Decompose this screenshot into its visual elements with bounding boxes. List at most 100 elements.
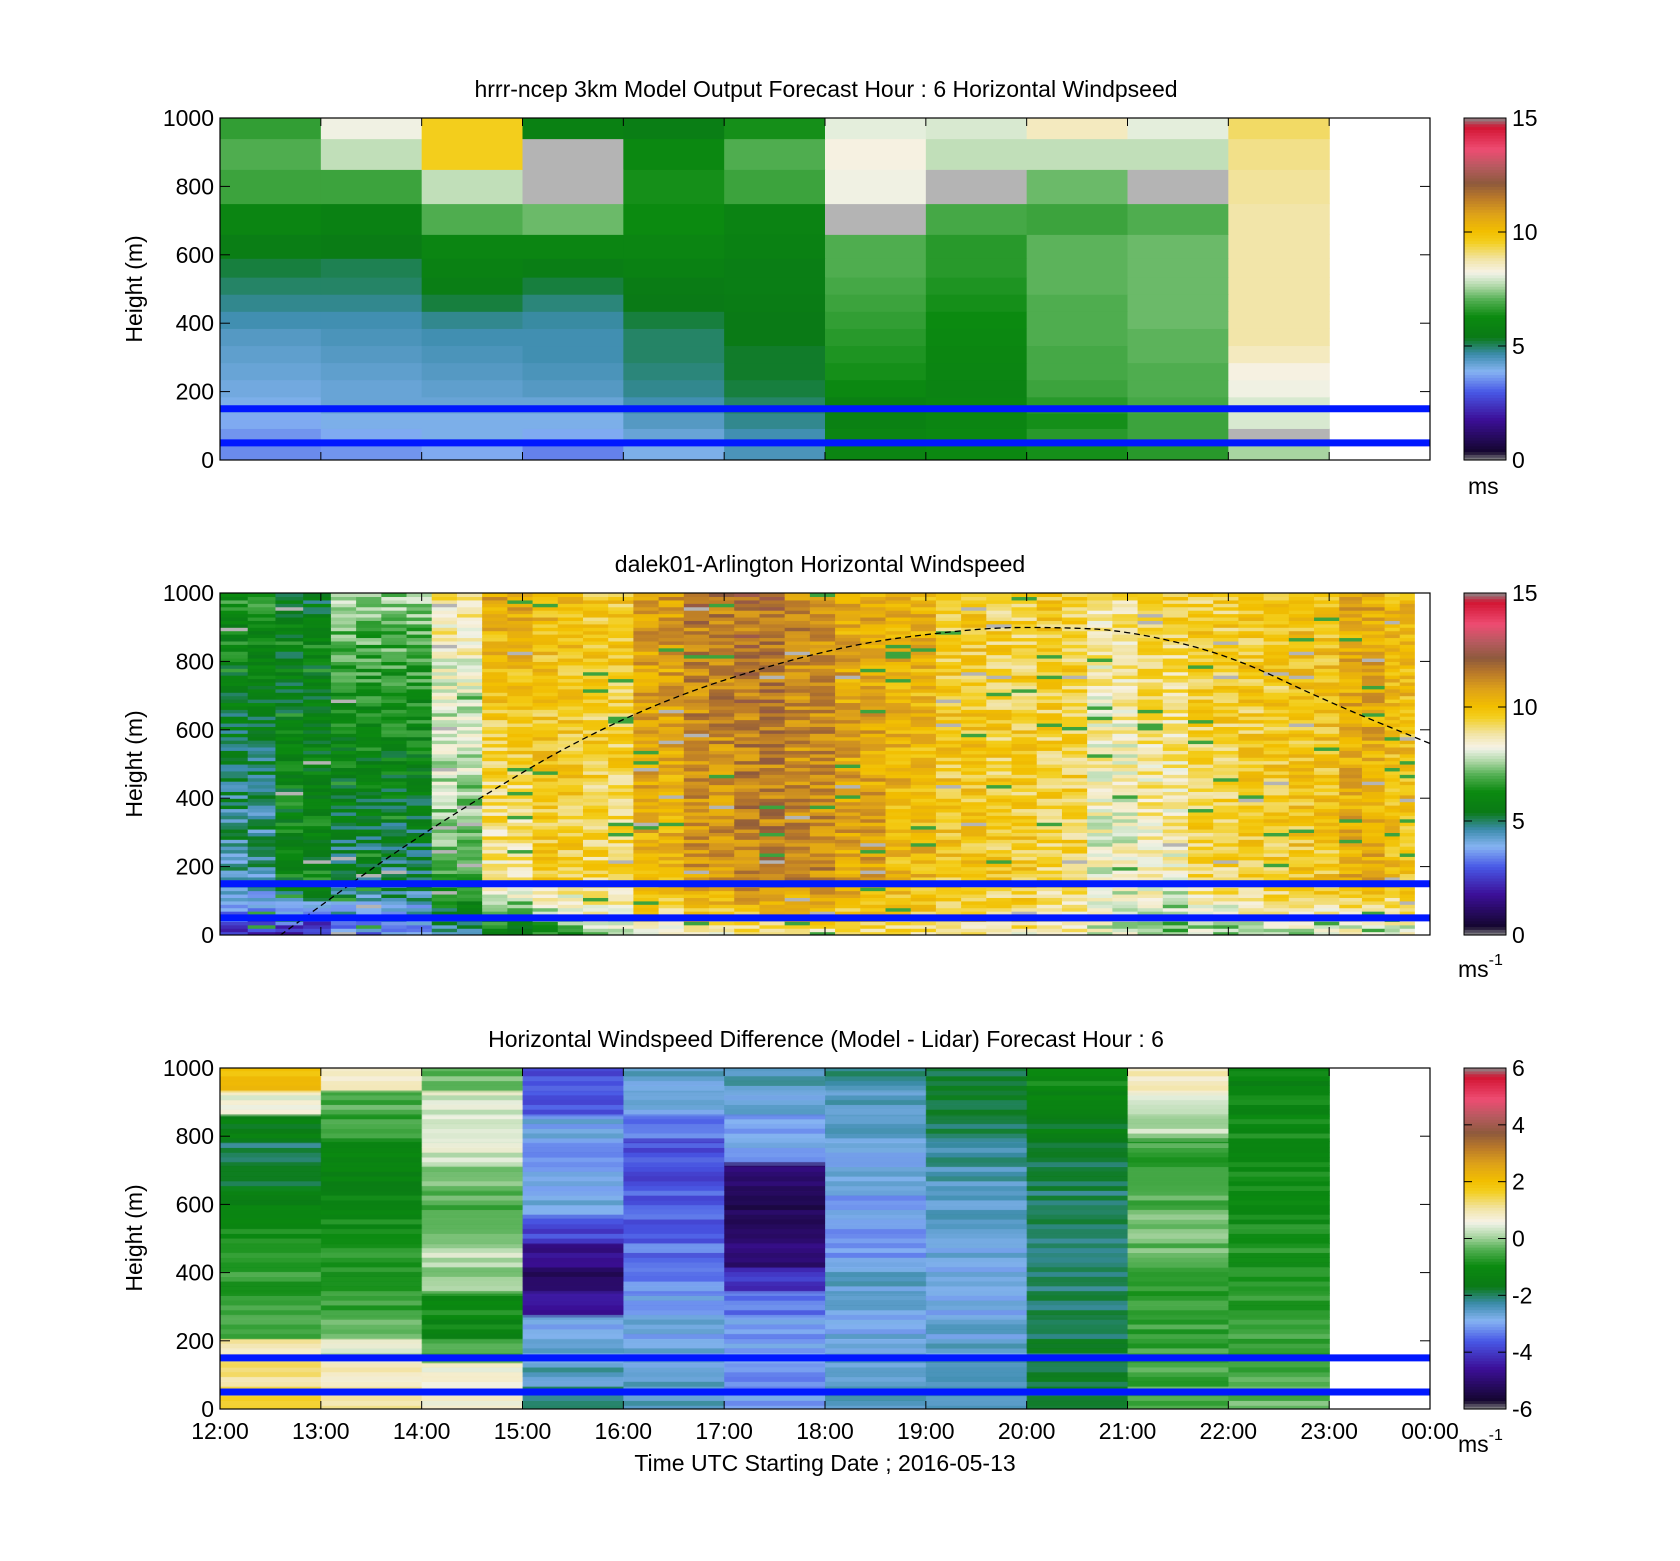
heatmap-cell xyxy=(1011,825,1038,830)
heatmap-cell xyxy=(910,620,937,625)
heatmap-cell xyxy=(1213,839,1240,844)
heatmap-cell xyxy=(532,668,559,673)
heatmap-cell xyxy=(583,832,609,837)
heatmap-cell xyxy=(303,808,332,813)
heatmap-cell xyxy=(1263,791,1290,796)
heatmap-cell xyxy=(633,675,660,680)
heatmap-cell xyxy=(1314,712,1340,717)
heatmap-cell xyxy=(683,794,710,799)
heatmap-cell xyxy=(961,839,987,844)
heatmap-cell xyxy=(724,379,826,398)
heatmap-cell xyxy=(1263,921,1290,926)
heatmap-cell xyxy=(1213,866,1240,871)
heatmap-cell xyxy=(247,743,277,748)
heatmap-cell xyxy=(557,897,584,902)
colorbar-segment xyxy=(1464,297,1506,301)
heatmap-cell xyxy=(482,760,508,765)
heatmap-cell xyxy=(1061,610,1088,615)
heatmap-cell xyxy=(1137,787,1164,792)
heatmap-cell xyxy=(961,695,987,700)
heatmap-cell xyxy=(910,712,937,717)
heatmap-cell xyxy=(220,808,249,813)
heatmap-cell xyxy=(860,702,887,707)
heatmap-cell xyxy=(421,234,524,259)
heatmap-cell xyxy=(1361,671,1386,676)
heatmap-cell xyxy=(860,654,887,659)
heatmap-cell xyxy=(885,722,912,727)
heatmap-cell xyxy=(557,753,584,758)
heatmap-cell xyxy=(431,692,458,697)
heatmap-cell xyxy=(809,671,836,676)
heatmap-cell xyxy=(557,832,584,837)
heatmap-cell xyxy=(220,873,249,878)
heatmap-cell xyxy=(935,719,962,724)
heatmap-cell xyxy=(583,671,609,676)
heatmap-cell xyxy=(961,825,987,830)
heatmap-cell xyxy=(1036,811,1063,816)
heatmap-cell xyxy=(1213,716,1240,721)
heatmap-cell xyxy=(759,709,786,714)
heatmap-cell xyxy=(608,808,635,813)
heatmap-cell xyxy=(633,637,660,642)
heatmap-cell xyxy=(986,911,1013,916)
heatmap-cell xyxy=(381,692,408,697)
heatmap-cell xyxy=(683,870,710,875)
heatmap-cell xyxy=(1137,866,1164,871)
heatmap-cell xyxy=(220,743,249,748)
heatmap-cell xyxy=(709,808,735,813)
heatmap-cell xyxy=(1361,928,1386,933)
heatmap-cell xyxy=(1188,623,1214,628)
heatmap-cell xyxy=(1011,931,1038,935)
heatmap-cell xyxy=(709,729,735,734)
heatmap-cell xyxy=(532,610,559,615)
heatmap-cell xyxy=(759,661,786,666)
heatmap-cell xyxy=(1288,852,1315,857)
heatmap-cell xyxy=(885,729,912,734)
heatmap-cell xyxy=(1361,736,1386,741)
heatmap-cell xyxy=(1314,890,1340,895)
heatmap-cell xyxy=(1162,825,1189,830)
heatmap-cell xyxy=(356,787,382,792)
heatmap-cell xyxy=(935,808,962,813)
heatmap-cell xyxy=(986,777,1013,782)
heatmap-cell xyxy=(860,931,887,935)
heatmap-cell xyxy=(658,856,685,861)
heatmap-cell xyxy=(1137,893,1164,898)
heatmap-cell xyxy=(1361,764,1386,769)
heatmap-cell xyxy=(809,873,836,878)
heatmap-cell xyxy=(303,904,332,909)
heatmap-cell xyxy=(910,664,937,669)
heatmap-cell xyxy=(658,644,685,649)
heatmap-cell xyxy=(608,722,635,727)
heatmap-cell xyxy=(910,846,937,851)
heatmap-cell xyxy=(1061,699,1088,704)
heatmap-cell xyxy=(356,805,382,810)
heatmap-cell xyxy=(910,740,937,745)
heatmap-cell xyxy=(1339,757,1363,762)
heatmap-cell xyxy=(1137,719,1164,724)
heatmap-cell xyxy=(431,805,458,810)
heatmap-cell xyxy=(247,832,277,837)
heatmap-cell xyxy=(532,887,559,892)
heatmap-cell xyxy=(1288,620,1315,625)
heatmap-cell xyxy=(1137,627,1164,632)
heatmap-cell xyxy=(1238,610,1265,615)
heatmap-cell xyxy=(734,657,761,662)
heatmap-cell xyxy=(1087,757,1113,762)
heatmap-cell xyxy=(557,822,584,827)
heatmap-cell xyxy=(1288,647,1315,652)
heatmap-cell xyxy=(623,138,725,170)
heatmap-cell xyxy=(381,798,408,803)
heatmap-cell xyxy=(658,764,685,769)
heatmap-cell xyxy=(1361,722,1386,727)
heatmap-cell xyxy=(320,294,423,312)
y-tick-label: 800 xyxy=(176,173,214,199)
heatmap-cell xyxy=(835,685,861,690)
heatmap-cell xyxy=(456,736,483,741)
heatmap-cell xyxy=(809,856,836,861)
heatmap-cell xyxy=(961,651,987,656)
heatmap-cell xyxy=(683,640,710,645)
heatmap-cell xyxy=(608,774,635,779)
heatmap-cell xyxy=(583,654,609,659)
heatmap-cell xyxy=(1162,647,1189,652)
